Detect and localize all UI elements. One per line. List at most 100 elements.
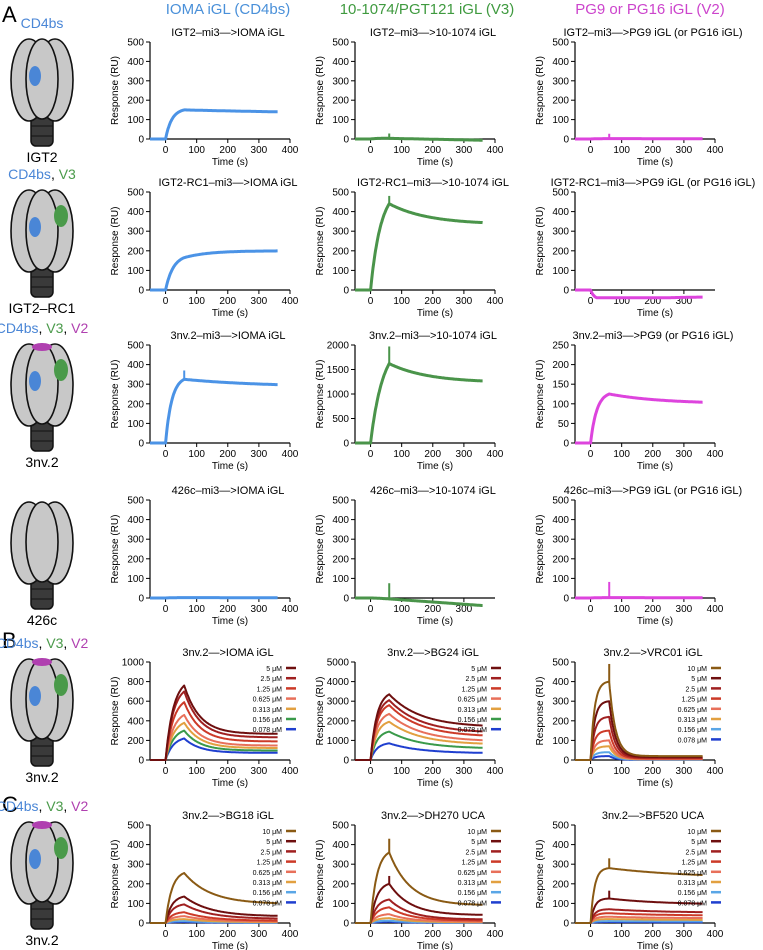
x-axis-label: Time (s): [637, 461, 673, 472]
y-tick-label: 500: [332, 821, 349, 832]
x-tick-label: 0: [368, 766, 374, 777]
y-tick-label: 300: [332, 860, 349, 871]
x-tick-label: 300: [251, 929, 268, 940]
y-tick-label: 0: [138, 286, 144, 297]
epitope-label-part: ,: [38, 320, 46, 336]
y-tick-label: 200: [127, 736, 144, 747]
x-tick-label: 400: [282, 296, 299, 307]
chart-3: IGT2–mi3—>PG9 iGL (or PG16 iGL) 0 100 200 30…: [535, 27, 743, 168]
series-line: [354, 720, 483, 761]
column-header-v2: PG9 or PG16 iGL (V2): [575, 1, 725, 18]
x-tick-label: 0: [368, 929, 374, 940]
x-tick-label: 400: [707, 449, 724, 460]
x-tick-label: 300: [251, 296, 268, 307]
y-axis-label: Response (RU): [535, 515, 546, 584]
y-tick-label: 400: [552, 677, 569, 688]
series-line: [149, 713, 278, 761]
chart-8: 3nv.2–mi3—>10-1074 iGL0500100015002000Re…: [315, 330, 504, 472]
series-line: [574, 920, 703, 924]
legend-label: 0.156 μM: [458, 717, 487, 724]
x-tick-label: 200: [644, 296, 661, 307]
y-tick-label: 0: [343, 135, 349, 146]
chart-title: 3nv.2—>BF520 UCA: [602, 810, 705, 822]
epitope-label-part: ,: [63, 635, 71, 651]
x-tick-label: 400: [487, 449, 504, 460]
legend-label: 2.5 μM: [260, 849, 282, 856]
epitope-label-part: ,: [63, 320, 71, 336]
x-tick-label: 0: [368, 296, 374, 307]
trimer-lobe: [25, 501, 59, 583]
series-line: [574, 918, 703, 924]
epitope-label: CD4bs: [21, 15, 64, 31]
trimer-stalk: [30, 578, 54, 610]
y-tick-label: 0: [343, 919, 349, 930]
epitope-label: CD4bs, V3, V2: [0, 320, 89, 336]
legend-label: 1.25 μM: [682, 860, 708, 867]
x-tick-label: 200: [219, 766, 236, 777]
x-axis-label: Time (s): [417, 941, 453, 950]
x-tick-label: 0: [588, 296, 594, 307]
series-line: [354, 882, 483, 924]
series-line: [574, 915, 703, 924]
chart-7: 3nv.2–mi3—>IOMA iGL 0 100 200 300 400 500 Respo…: [110, 330, 299, 472]
y-tick-label: 0: [563, 756, 569, 767]
y-tick-label: 1500: [327, 365, 350, 376]
y-axis-label: Response (RU): [535, 840, 546, 909]
y-axis-label: Response (RU): [535, 360, 546, 429]
y-tick-label: 500: [332, 38, 349, 49]
x-axis-label: Time (s): [417, 778, 453, 789]
y-tick-label: 150: [552, 380, 569, 391]
y-tick-label: 0: [138, 135, 144, 146]
y-tick-label: 500: [552, 38, 569, 49]
y-tick-label: 500: [127, 38, 144, 49]
y-tick-label: 200: [127, 96, 144, 107]
series-line: [354, 730, 483, 761]
x-tick-label: 200: [644, 929, 661, 940]
chart-title: IGT2–mi3—>PG9 iGL (or PG16 iGL): [563, 27, 742, 39]
y-axis-label: Response (RU): [535, 677, 546, 746]
legend-label: 0.078 μM: [678, 737, 707, 744]
chart-title: 3nv.2–mi3—>10-1074 iGL: [369, 330, 497, 342]
trimer-name: 3nv.2: [25, 769, 58, 785]
x-axis-label: Time (s): [417, 308, 453, 319]
series-line: [574, 908, 703, 924]
x-tick-label: 200: [424, 766, 441, 777]
x-tick-label: 0: [588, 766, 594, 777]
chart-2: IGT2–mi3—>10-1074 iGL 0 100 200 300 400 500 Res…: [315, 27, 504, 168]
legend-label: 1.25 μM: [462, 686, 488, 693]
y-tick-label: 300: [552, 697, 569, 708]
x-tick-label: 300: [251, 604, 268, 615]
legend-label: 2.5 μM: [465, 849, 487, 856]
chart-title: 3nv.2—>DH270 UCA: [381, 810, 486, 822]
x-axis-label: Time (s): [417, 461, 453, 472]
x-tick-label: 200: [644, 145, 661, 156]
y-tick-label: 5000: [327, 658, 350, 669]
series-line: [149, 872, 278, 924]
x-tick-label: 100: [393, 929, 410, 940]
y-tick-label: 400: [127, 716, 144, 727]
legend-label: 5 μM: [691, 839, 707, 846]
y-tick-label: 100: [332, 574, 349, 585]
x-tick-label: 300: [456, 766, 473, 777]
trimer-name: 3nv.2: [25, 932, 58, 948]
x-tick-label: 0: [368, 604, 374, 615]
epitope-label-part: V2: [71, 635, 88, 651]
x-axis-label: Time (s): [212, 157, 248, 168]
series-line: [149, 377, 279, 445]
legend-label: 0.313 μM: [678, 880, 707, 887]
x-tick-label: 100: [613, 604, 630, 615]
chart-title: 3nv.2—>BG18 iGL: [182, 810, 274, 822]
y-tick-label: 100: [127, 419, 144, 430]
legend-label: 1.25 μM: [257, 686, 283, 693]
x-tick-label: 400: [282, 929, 299, 940]
y-tick-label: 200: [552, 554, 569, 565]
x-tick-label: 0: [588, 929, 594, 940]
x-tick-label: 200: [424, 604, 441, 615]
trimer-stalk: [30, 115, 54, 147]
y-tick-label: 100: [127, 899, 144, 910]
y-tick-label: 800: [127, 677, 144, 688]
y-tick-label: 100: [332, 115, 349, 126]
chart-17: 3nv.2—>DH270 UCA 0 100 200 300 400 500 Response…: [315, 810, 504, 950]
x-tick-label: 300: [456, 145, 473, 156]
